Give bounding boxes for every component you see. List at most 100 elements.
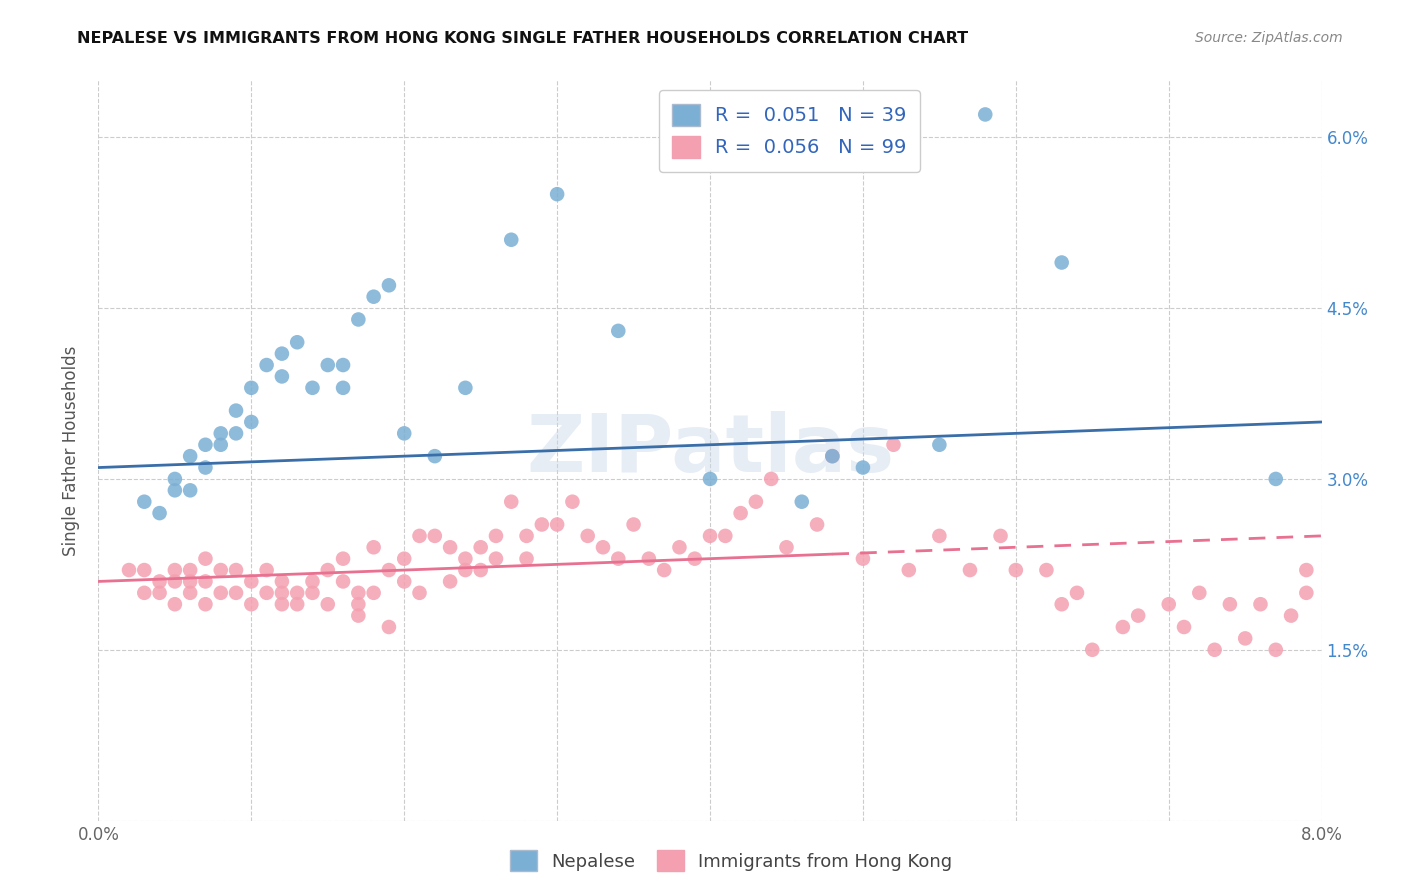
- Point: [516, 529, 538, 543]
- Point: [821, 449, 844, 463]
- Point: [256, 563, 278, 577]
- Point: [163, 483, 186, 498]
- Point: [240, 381, 263, 395]
- Point: [408, 586, 430, 600]
- Point: [209, 586, 232, 600]
- Point: [347, 312, 370, 326]
- Point: [607, 324, 630, 338]
- Point: [852, 460, 875, 475]
- Point: [378, 278, 401, 293]
- Point: [301, 381, 323, 395]
- Point: [179, 563, 201, 577]
- Point: [699, 472, 721, 486]
- Point: [134, 563, 156, 577]
- Point: [194, 597, 217, 611]
- Point: [699, 529, 721, 543]
- Point: [163, 597, 186, 611]
- Point: [240, 574, 263, 589]
- Point: [623, 517, 645, 532]
- Point: [347, 608, 370, 623]
- Point: [423, 529, 446, 543]
- Point: [1279, 608, 1302, 623]
- Point: [668, 541, 690, 555]
- Point: [745, 494, 768, 508]
- Point: [485, 529, 508, 543]
- Point: [225, 586, 247, 600]
- Point: [974, 107, 997, 121]
- Point: [439, 574, 461, 589]
- Point: [209, 563, 232, 577]
- Point: [316, 597, 339, 611]
- Point: [959, 563, 981, 577]
- Point: [332, 574, 354, 589]
- Point: [134, 494, 156, 508]
- Point: [163, 574, 186, 589]
- Point: [408, 529, 430, 543]
- Point: [1081, 642, 1104, 657]
- Point: [423, 449, 446, 463]
- Point: [1050, 597, 1073, 611]
- Text: Source: ZipAtlas.com: Source: ZipAtlas.com: [1195, 31, 1343, 45]
- Point: [730, 506, 752, 520]
- Point: [256, 358, 278, 372]
- Point: [454, 563, 477, 577]
- Legend: Nepalese, Immigrants from Hong Kong: Nepalese, Immigrants from Hong Kong: [502, 843, 960, 879]
- Point: [301, 574, 323, 589]
- Point: [301, 586, 323, 600]
- Point: [439, 541, 461, 555]
- Point: [1112, 620, 1135, 634]
- Point: [363, 541, 385, 555]
- Point: [1066, 586, 1088, 600]
- Point: [883, 438, 905, 452]
- Point: [1295, 563, 1317, 577]
- Point: [256, 586, 278, 600]
- Point: [118, 563, 141, 577]
- Point: [683, 551, 706, 566]
- Point: [194, 438, 217, 452]
- Point: [501, 494, 523, 508]
- Point: [1050, 255, 1073, 269]
- Point: [316, 563, 339, 577]
- Point: [316, 358, 339, 372]
- Point: [516, 551, 538, 566]
- Point: [163, 472, 186, 486]
- Point: [546, 517, 568, 532]
- Text: ZIPatlas: ZIPatlas: [526, 411, 894, 490]
- Point: [194, 574, 217, 589]
- Point: [194, 551, 217, 566]
- Point: [378, 563, 401, 577]
- Point: [378, 620, 401, 634]
- Point: [225, 563, 247, 577]
- Point: [149, 506, 172, 520]
- Point: [470, 541, 492, 555]
- Point: [454, 551, 477, 566]
- Point: [347, 597, 370, 611]
- Point: [1188, 586, 1211, 600]
- Point: [209, 426, 232, 441]
- Point: [134, 586, 156, 600]
- Point: [576, 529, 599, 543]
- Point: [225, 426, 247, 441]
- Point: [485, 551, 508, 566]
- Point: [790, 494, 813, 508]
- Point: [546, 187, 568, 202]
- Point: [240, 415, 263, 429]
- Point: [270, 369, 294, 384]
- Point: [240, 597, 263, 611]
- Point: [332, 381, 354, 395]
- Point: [454, 381, 477, 395]
- Point: [270, 597, 294, 611]
- Point: [592, 541, 614, 555]
- Point: [1004, 563, 1026, 577]
- Point: [179, 483, 201, 498]
- Point: [347, 586, 370, 600]
- Point: [363, 586, 385, 600]
- Point: [1204, 642, 1226, 657]
- Point: [1173, 620, 1195, 634]
- Point: [637, 551, 661, 566]
- Point: [270, 586, 294, 600]
- Point: [470, 563, 492, 577]
- Point: [225, 403, 247, 417]
- Point: [194, 460, 217, 475]
- Y-axis label: Single Father Households: Single Father Households: [62, 345, 80, 556]
